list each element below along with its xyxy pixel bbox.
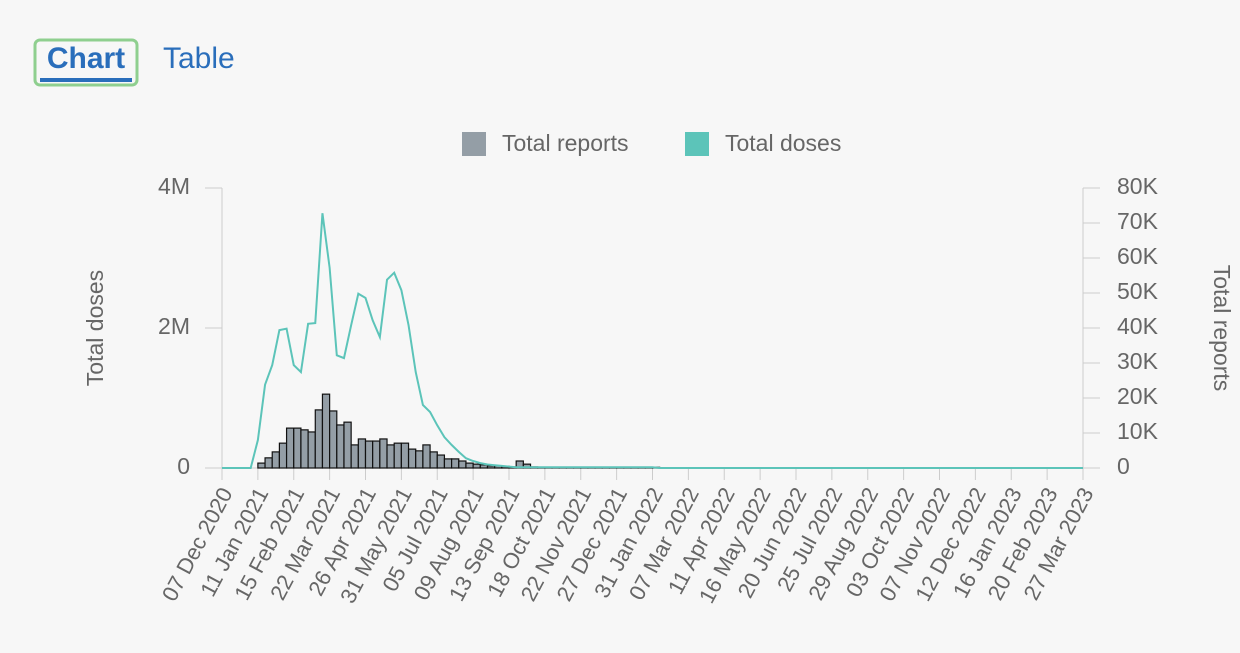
legend-swatch — [462, 132, 486, 156]
bar — [379, 438, 388, 469]
bar — [458, 460, 467, 469]
bar — [472, 463, 481, 469]
bar — [293, 427, 302, 469]
bar — [357, 438, 367, 469]
bar — [336, 424, 345, 469]
line — [222, 213, 1083, 469]
bar — [443, 458, 453, 469]
chart-tab-label[interactable]: Chart — [47, 42, 125, 75]
bar — [393, 442, 402, 469]
bar — [321, 393, 331, 469]
bar — [329, 410, 338, 469]
bar — [400, 442, 410, 469]
bar — [364, 440, 374, 469]
bar — [314, 409, 324, 469]
y2-tick-label: 10K — [1117, 418, 1159, 444]
y2-tick-label: 20K — [1117, 383, 1159, 409]
bar — [264, 457, 273, 469]
bar — [436, 454, 446, 469]
y2-tick-label: 30K — [1117, 348, 1159, 374]
y2-tick-label: 70K — [1117, 208, 1159, 234]
y2-tick-label: 50K — [1117, 278, 1159, 304]
y2-tick-label: 80K — [1117, 173, 1159, 199]
bar — [257, 462, 266, 469]
bar — [479, 464, 489, 469]
y2-tick-label: 60K — [1117, 243, 1159, 269]
y-tick-label: 0 — [177, 453, 190, 479]
bar — [486, 465, 496, 469]
chart-tab[interactable] — [33, 38, 139, 87]
bar — [429, 451, 438, 469]
y-axis-title: Total doses — [82, 270, 108, 386]
bar — [271, 451, 281, 469]
bar — [343, 421, 352, 469]
legend-label: Total doses — [725, 130, 841, 156]
bar — [285, 427, 295, 469]
bar — [300, 429, 309, 469]
y-tick-label: 4M — [158, 173, 190, 199]
bar — [465, 462, 474, 469]
y2-tick-label: 0 — [1117, 453, 1130, 479]
bar — [372, 440, 381, 469]
bar — [278, 442, 288, 469]
bar — [422, 444, 431, 469]
y2-tick-label: 40K — [1117, 313, 1159, 339]
legend-label: Total reports — [502, 130, 629, 156]
bar — [350, 444, 359, 469]
bar — [451, 458, 460, 469]
bar — [307, 431, 316, 469]
table-tab-label[interactable]: Table — [163, 42, 235, 75]
bar — [386, 444, 395, 469]
bar — [407, 448, 417, 469]
y-tick-label: 2M — [158, 313, 190, 339]
y2-axis-title: Total reports — [1209, 265, 1235, 392]
bar — [415, 450, 424, 469]
legend-swatch — [685, 132, 709, 156]
tab-underline — [40, 78, 132, 82]
